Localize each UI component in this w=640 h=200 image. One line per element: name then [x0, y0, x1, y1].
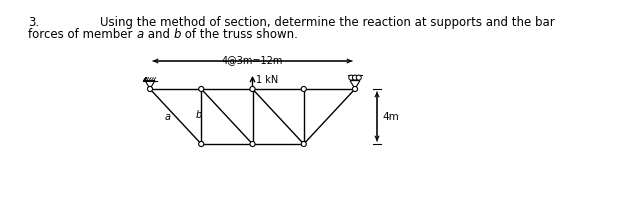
Circle shape [301, 87, 307, 92]
Text: of the truss shown.: of the truss shown. [180, 28, 298, 41]
Circle shape [301, 142, 307, 147]
Text: a: a [136, 28, 143, 41]
Text: 4m: 4m [382, 112, 399, 122]
Text: Using the method of section, determine the reaction at supports and the bar: Using the method of section, determine t… [100, 16, 555, 29]
Circle shape [198, 142, 204, 147]
Text: and: and [143, 28, 173, 41]
Circle shape [250, 87, 255, 92]
Text: 3.: 3. [28, 16, 39, 29]
Text: forces of member: forces of member [28, 28, 136, 41]
Text: 1 kN: 1 kN [255, 75, 278, 85]
Circle shape [349, 76, 354, 81]
Circle shape [198, 87, 204, 92]
Circle shape [250, 142, 255, 147]
Circle shape [353, 76, 358, 81]
Circle shape [147, 87, 152, 92]
Circle shape [356, 76, 361, 81]
Circle shape [353, 87, 358, 92]
Text: b: b [196, 110, 202, 120]
Text: 4@3m=12m: 4@3m=12m [222, 55, 283, 65]
Text: b: b [173, 28, 180, 41]
Text: a: a [164, 112, 171, 122]
